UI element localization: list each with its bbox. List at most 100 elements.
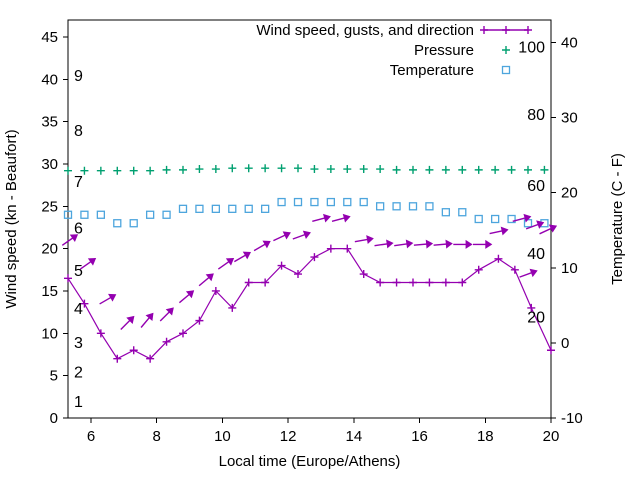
wind-direction-arrow [519,268,538,278]
fahrenheit-label: 80 [527,107,545,124]
series-wind-speed [64,244,555,363]
legend-key-wind-end [480,26,488,34]
wind-direction-arrow [217,257,235,270]
wind-speed-point [162,337,171,346]
wind-speed-point [409,278,417,287]
x-tick-label: 16 [411,428,428,445]
temperature-point [293,197,303,207]
x-tick-label: 6 [87,428,95,445]
wind-speed-point [195,316,204,325]
pressure-point [310,165,319,174]
y-tick-label: 20 [41,241,58,258]
wind-direction-arrow [312,213,331,223]
wind-speed-point [458,278,467,287]
temperature-point [80,210,89,219]
temperature-point [490,214,500,224]
temperature-point [425,202,434,211]
series-pressure [64,164,549,175]
temperature-point [458,208,467,217]
y-tick-label: 30 [41,156,58,173]
wind-speed-point [261,278,270,287]
temperature-point [145,210,155,219]
inner-labels-layer: 1 2 3 4 5 6 7 8 9 20 40 60 80 100 [74,39,545,411]
temperature-point [392,202,401,211]
wind-speed-point [474,265,483,274]
y-axis-title: Wind speed (kn - Beaufort) [3,129,20,308]
temperature-point [408,202,418,211]
wind-direction-arrow [79,257,97,270]
x-tick-label: 18 [477,428,494,445]
pressure-point [129,166,138,175]
wind-direction-arrow [473,239,493,249]
temperature-point [326,197,336,207]
pressure-point [96,166,105,175]
wind-speed-point [359,270,368,279]
y-tick-label: 15 [41,283,58,300]
wind-direction-arrow [159,307,174,322]
y-tick-label: 40 [41,71,58,88]
beaufort-label: 2 [74,364,83,381]
temperature-point [178,204,188,213]
pressure-point [244,164,253,173]
pressure-point [425,165,434,174]
wind-direction-arrow [273,231,291,242]
beaufort-label: 1 [74,394,83,411]
pressure-point [179,165,187,174]
temperature-point [96,210,106,219]
wind-direction-arrow [331,213,351,223]
series-layer [61,164,558,363]
temperature-point [129,219,138,228]
temperature-point [507,214,516,224]
wind-direction-arrow [433,239,453,249]
y-tick-label: 5 [50,368,58,385]
beaufort-label: 6 [74,220,83,237]
wind-speed-point [294,270,302,279]
wind-speed-point [113,354,122,363]
y2-axis-title: Temperature (C - F) [609,153,626,285]
wind-speed-point [310,253,319,262]
wind-speed-point [547,346,555,355]
pressure-point [376,165,385,174]
beaufort-label: 8 [74,123,83,140]
wind-speed-point [96,329,105,338]
legend-key-temperature [501,65,511,75]
temperature-point [228,204,237,213]
wind-speed-point [527,303,536,312]
y2-tick-label: 40 [561,35,578,52]
wind-speed-point [228,303,237,312]
temperature-point [474,214,483,224]
y2-tick-label: 30 [561,110,578,127]
x-tick-label: 20 [543,428,560,445]
temperature-point [63,210,73,219]
x-tick-label: 12 [280,428,297,445]
legend-label-0: Wind speed, gusts, and direction [256,22,474,39]
legend-key-pressure [502,46,510,54]
pressure-point [277,164,286,173]
wind-speed-point [211,286,220,295]
wind-direction-arrow [120,315,135,331]
pressure-point [211,165,220,174]
wind-direction-arrow [178,290,195,304]
wind-speed-point [494,254,503,263]
series-temperature [63,197,549,228]
wind-direction-arrow [233,251,252,263]
wind-speed-point [392,278,401,287]
wind-speed-point [425,278,434,287]
pressure-point [392,165,401,174]
wind-direction-arrow [354,235,374,245]
temperature-point [113,219,122,228]
temperature-point [441,208,451,217]
y2-tick-label: 10 [561,260,578,277]
wind-direction-arrow [489,226,509,236]
pressure-point [540,165,549,174]
x-tick-label: 8 [153,428,161,445]
temperature-point [195,204,204,213]
pressure-point [524,165,532,174]
fahrenheit-label: 60 [527,178,545,195]
temperature-point [162,210,171,219]
wind-speed-point [244,278,253,287]
pressure-point [261,164,270,173]
y-tick-label: 25 [41,198,58,215]
legend-key-wind-mid [502,26,510,34]
